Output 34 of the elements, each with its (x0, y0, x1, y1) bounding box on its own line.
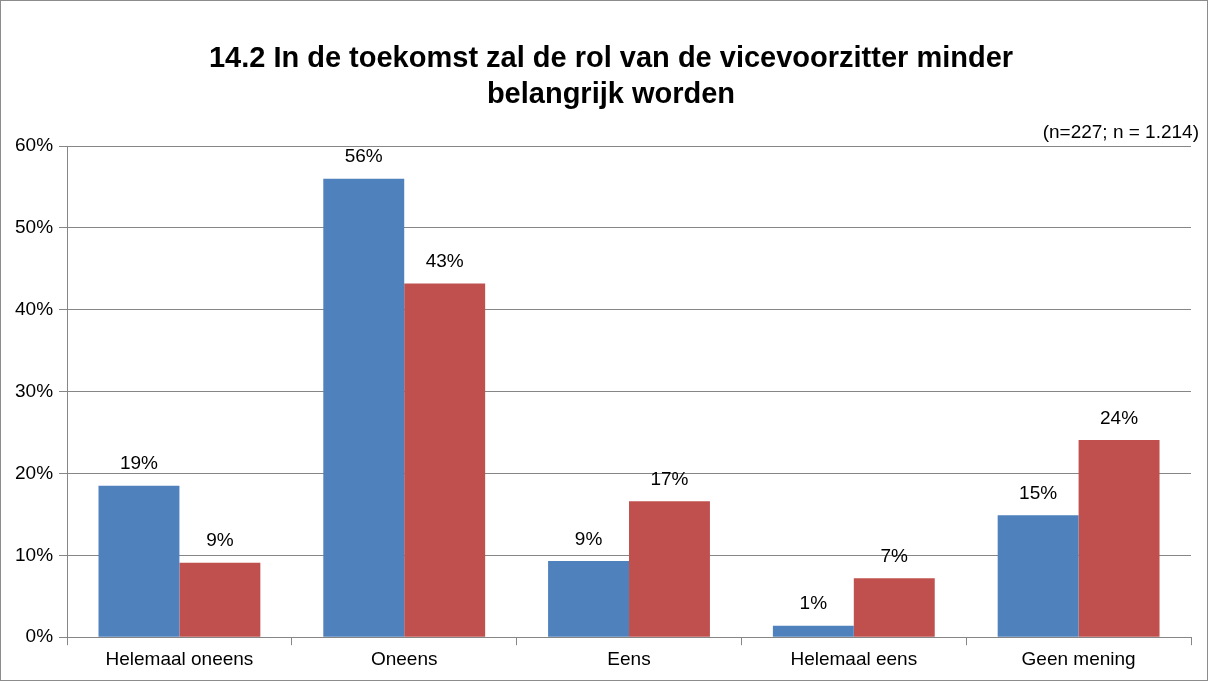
text: (n=227; n = 1.214) (1042, 121, 1199, 143)
y-tick-label: 60% (15, 134, 54, 156)
data-label: 7% (880, 544, 909, 566)
bar (1078, 439, 1160, 637)
data-label: 56% (344, 145, 383, 167)
bar (997, 515, 1079, 637)
bar (98, 485, 180, 637)
data-label: 1% (799, 592, 828, 614)
data-label: 24% (1100, 406, 1139, 428)
bar (548, 561, 630, 637)
bar (853, 578, 935, 637)
data-label: 17% (650, 468, 689, 490)
chart-title: 14.2 In de toekomst zal de rol van de vicevoorzitter minder belangrijk worden (207, 40, 1015, 111)
bar (772, 625, 854, 637)
y-tick-label: 50% (15, 216, 54, 238)
data-label: 43% (425, 250, 464, 272)
y-tick-label: 20% (15, 461, 54, 483)
bar (404, 283, 486, 637)
y-tick-label: 10% (15, 543, 54, 565)
data-label: 9% (206, 529, 234, 551)
y-tick-label: 40% (15, 297, 54, 319)
x-tick-label: Helemaal eens (790, 647, 918, 669)
bar (323, 178, 405, 637)
y-tick-label: 30% (15, 379, 54, 401)
bar (179, 562, 261, 637)
data-label: 9% (574, 527, 603, 549)
x-tick-label: Helemaal oneens (105, 647, 254, 669)
data-label: 19% (119, 452, 159, 474)
x-tick-label: Geen mening (1021, 647, 1136, 669)
x-tick-label: Eens (607, 647, 651, 669)
data-label: 15% (1019, 481, 1058, 503)
x-tick-label: Oneens (370, 647, 438, 669)
bar (629, 501, 710, 637)
y-tick-label: 0% (25, 625, 54, 647)
